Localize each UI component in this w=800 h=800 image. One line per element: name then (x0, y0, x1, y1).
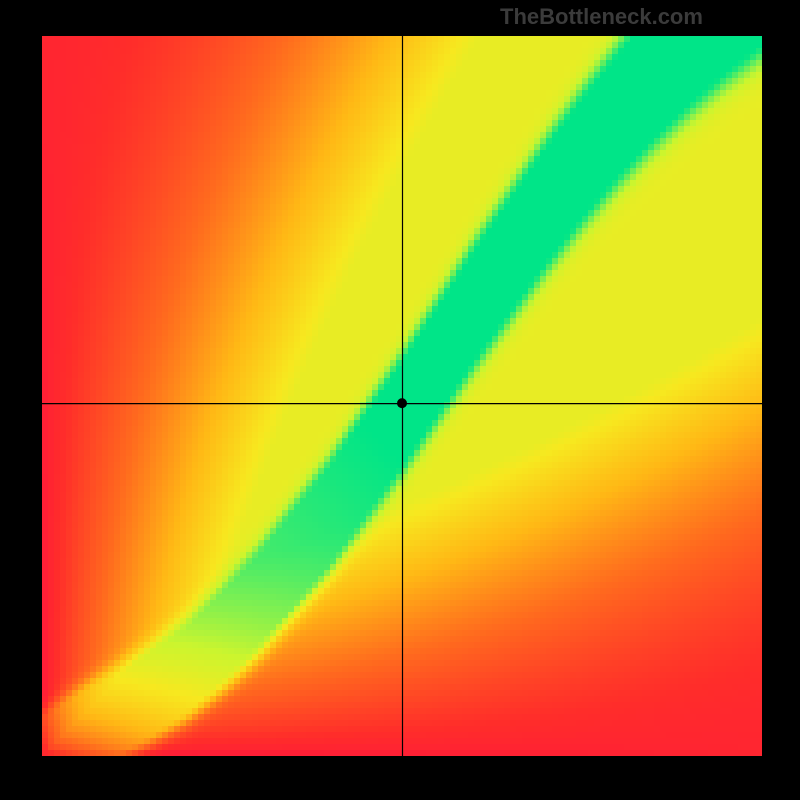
watermark-text: TheBottleneck.com (500, 4, 703, 30)
chart-frame: TheBottleneck.com (0, 0, 800, 800)
plot-area (42, 36, 762, 756)
crosshair-overlay (42, 36, 762, 756)
